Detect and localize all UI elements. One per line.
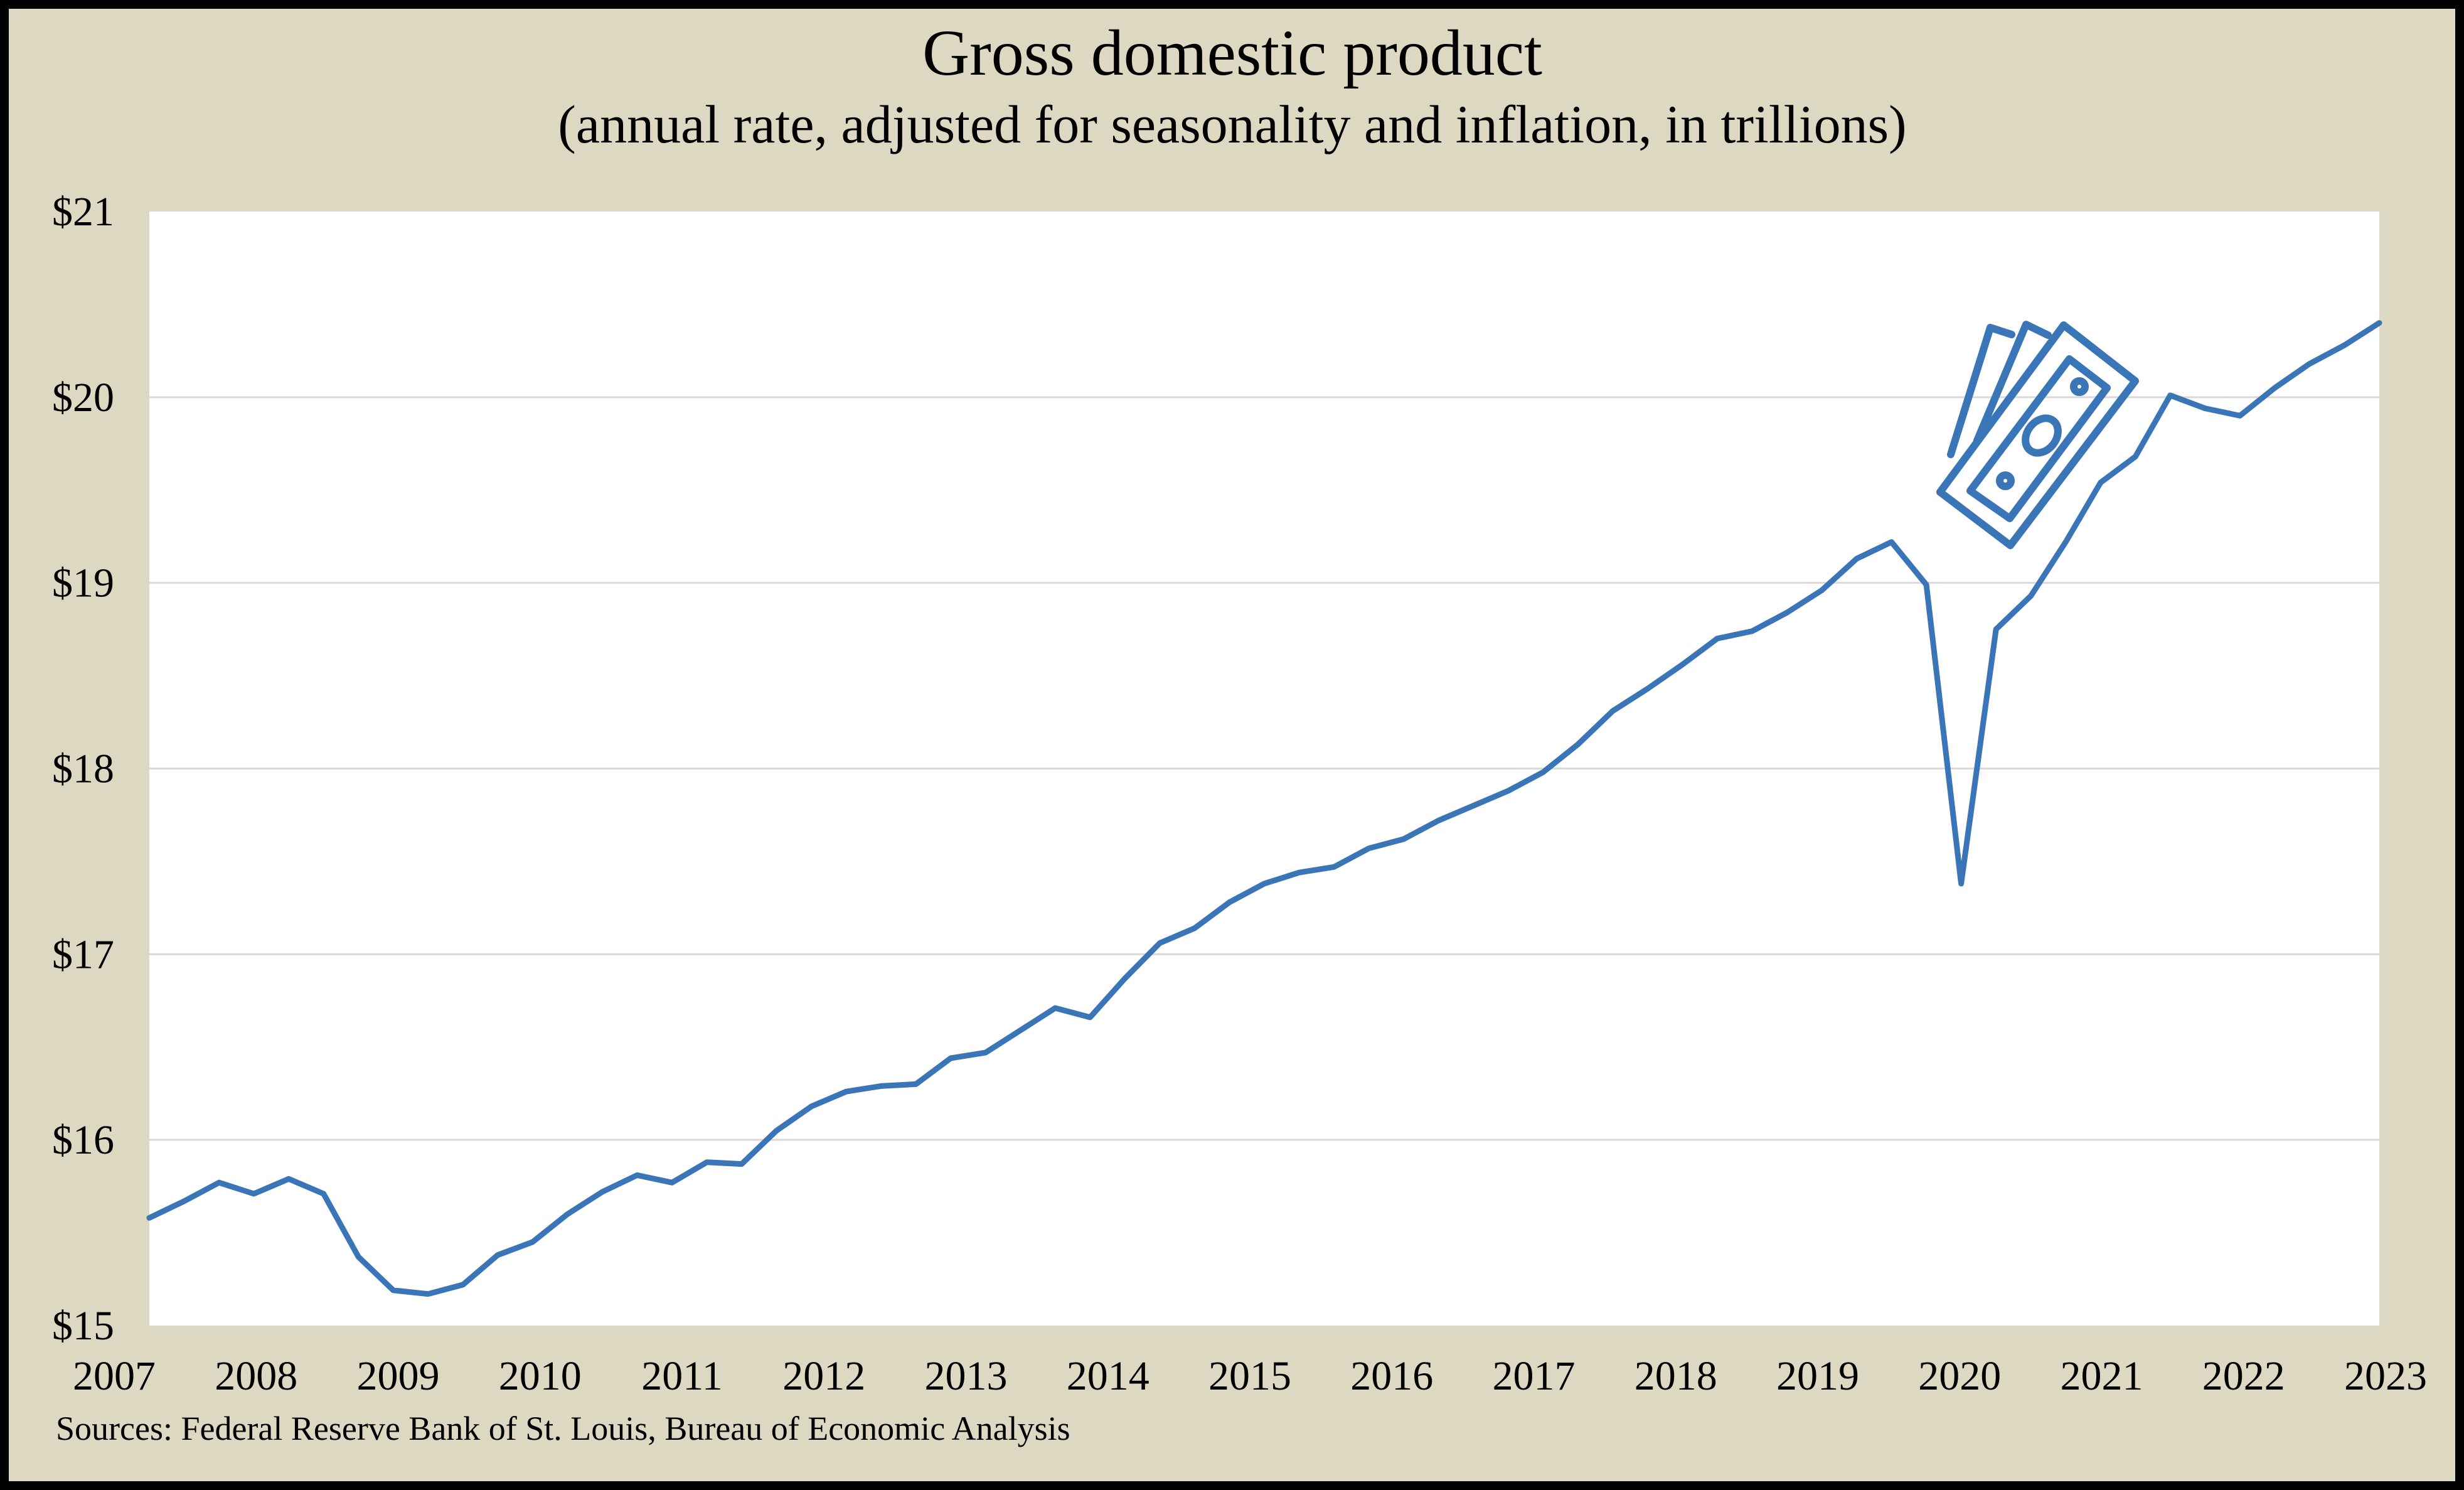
x-tick-label: 2023 [2344, 1353, 2427, 1399]
gdp-chart: Gross domestic product (annual rate, adj… [52, 17, 2427, 1447]
x-tick-label: 2009 [357, 1353, 440, 1399]
series-layer [146, 320, 2382, 1297]
x-tick-label: 2012 [782, 1353, 865, 1399]
x-tick-label: 2020 [1918, 1353, 2001, 1399]
y-tick-label: $16 [52, 1117, 114, 1163]
x-tick-label: 2018 [1635, 1353, 1717, 1399]
x-tick-label: 2010 [499, 1353, 582, 1399]
x-tick-label: 2014 [1067, 1353, 1149, 1399]
x-tick-label: 2022 [2202, 1353, 2285, 1399]
gridlines [149, 396, 2379, 1141]
chart-subtitle: (annual rate, adjusted for seasonality a… [558, 94, 1906, 154]
y-tick-label: $19 [52, 560, 114, 606]
y-tick-label: $20 [52, 375, 114, 421]
y-tick-label: $15 [52, 1303, 114, 1349]
money-bills-icon [1936, 321, 2139, 549]
x-tick-label: 2013 [925, 1353, 1008, 1399]
y-tick-label: $21 [52, 189, 114, 235]
x-tick-label: 2021 [2061, 1353, 2143, 1399]
x-tick-label: 2016 [1350, 1353, 1433, 1399]
gdp-line [146, 320, 2382, 1297]
y-tick-label: $18 [52, 746, 114, 792]
x-tick-label: 2015 [1208, 1353, 1291, 1399]
y-axis: $15 $16 $17 $18 $19 $20 $21 [52, 189, 114, 1349]
y-tick-label: $17 [52, 931, 114, 977]
x-tick-label: 2011 [641, 1353, 723, 1399]
x-axis: 2007 2008 2009 2010 2011 2012 2013 2014 2015 2016… [73, 1353, 2427, 1399]
x-tick-label: 2008 [215, 1353, 297, 1399]
source-note: Sources: Federal Reserve Bank of St. Lou… [56, 1410, 1070, 1447]
x-tick-label: 2007 [73, 1353, 156, 1399]
chart-title: Gross domestic product [922, 17, 1542, 89]
x-tick-label: 2017 [1493, 1353, 1576, 1399]
x-tick-label: 2019 [1776, 1353, 1859, 1399]
